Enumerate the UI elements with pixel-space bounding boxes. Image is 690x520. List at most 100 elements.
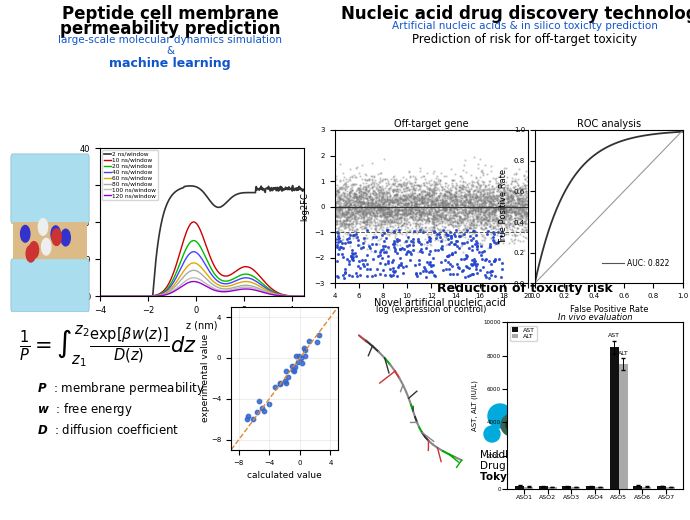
Point xyxy=(434,227,445,236)
Point xyxy=(435,229,446,238)
Point xyxy=(391,190,402,199)
Point xyxy=(375,206,386,214)
Point xyxy=(357,210,368,218)
Point xyxy=(450,200,461,208)
Point xyxy=(393,205,404,213)
Point xyxy=(482,190,493,199)
Point xyxy=(450,192,461,201)
Point xyxy=(482,192,493,201)
2 ns/window xyxy=(295,187,303,193)
Point xyxy=(339,217,351,225)
Point xyxy=(337,202,348,210)
Point xyxy=(469,217,480,225)
Point xyxy=(355,217,366,225)
Point xyxy=(426,206,437,215)
Point xyxy=(426,200,437,208)
Point xyxy=(387,208,398,216)
Point xyxy=(486,188,497,196)
Point xyxy=(378,210,389,218)
Point xyxy=(359,200,371,209)
Point xyxy=(460,186,471,194)
Point xyxy=(497,197,509,205)
Point xyxy=(437,201,448,209)
Point xyxy=(330,221,341,229)
Point xyxy=(489,238,500,246)
Point xyxy=(389,221,400,229)
Point xyxy=(428,218,440,226)
Point xyxy=(501,215,512,223)
Point xyxy=(488,202,499,211)
Point xyxy=(432,194,443,203)
Point xyxy=(397,205,408,214)
Point xyxy=(393,216,404,225)
Point xyxy=(355,190,366,198)
Point xyxy=(357,199,368,207)
Point xyxy=(404,256,415,265)
Point xyxy=(402,235,413,243)
Point xyxy=(397,230,408,239)
Point xyxy=(471,220,482,229)
Point xyxy=(400,181,411,189)
Point xyxy=(369,181,380,190)
Point xyxy=(496,190,507,199)
Point xyxy=(479,215,490,223)
Point xyxy=(348,212,359,220)
Point xyxy=(344,193,355,201)
Point xyxy=(344,196,355,204)
Point xyxy=(421,200,432,208)
Point xyxy=(332,206,343,215)
Point xyxy=(495,207,506,215)
Point xyxy=(475,206,486,215)
Point xyxy=(453,232,464,240)
Point xyxy=(344,226,355,234)
Point xyxy=(411,203,422,211)
Point xyxy=(493,216,504,224)
Point xyxy=(473,163,484,172)
Point xyxy=(468,215,479,224)
Point xyxy=(420,199,431,207)
Point xyxy=(423,215,434,224)
Point xyxy=(448,203,459,211)
Point xyxy=(476,213,487,222)
Point xyxy=(367,255,378,263)
Point xyxy=(409,222,420,230)
Point xyxy=(424,191,435,200)
Point xyxy=(381,204,392,212)
Point xyxy=(477,225,489,233)
Point xyxy=(500,203,511,211)
Point xyxy=(381,194,392,203)
Point xyxy=(368,204,380,213)
Point xyxy=(500,206,511,215)
Point xyxy=(415,245,426,253)
Point xyxy=(420,218,431,226)
Point xyxy=(377,193,388,201)
Point xyxy=(471,204,482,212)
Point xyxy=(429,216,440,225)
Point xyxy=(461,168,472,176)
Point xyxy=(512,186,523,194)
Point xyxy=(439,207,450,215)
Point xyxy=(442,200,453,209)
Point xyxy=(449,190,460,199)
Point xyxy=(395,205,406,214)
Point xyxy=(378,214,389,222)
Point xyxy=(460,183,471,191)
Point xyxy=(424,179,435,187)
Point xyxy=(444,199,455,207)
Point xyxy=(347,256,358,264)
Point xyxy=(457,205,468,214)
Point xyxy=(389,234,400,242)
Point xyxy=(373,180,384,188)
Point xyxy=(419,206,430,214)
Point xyxy=(337,211,348,219)
Point xyxy=(346,210,357,218)
Point xyxy=(441,191,452,200)
Point xyxy=(406,212,417,220)
Point xyxy=(446,192,457,201)
Point xyxy=(360,191,371,199)
Point xyxy=(502,198,513,206)
Point xyxy=(428,227,440,236)
Point xyxy=(448,192,460,200)
Point xyxy=(425,201,436,209)
Point xyxy=(368,216,380,225)
